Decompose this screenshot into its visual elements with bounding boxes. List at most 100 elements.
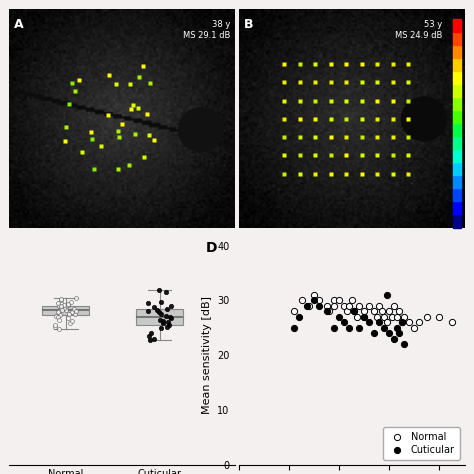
Normal: [386, 308, 393, 315]
Point: [63, 306, 70, 313]
Bar: [453, 137, 461, 149]
Normal: [351, 308, 358, 315]
Cuticular: [391, 335, 398, 343]
Normal: [343, 308, 351, 315]
Cuticular: [401, 340, 408, 348]
Point: [57, 300, 65, 307]
Normal: [330, 297, 338, 304]
Normal: [396, 308, 403, 315]
Point: [73, 294, 80, 301]
Normal: [381, 313, 388, 320]
Cuticular: [341, 319, 348, 326]
Point: [55, 316, 63, 323]
Point: [68, 309, 75, 316]
Point: [157, 324, 165, 332]
Point: [155, 309, 163, 316]
Bar: [453, 188, 461, 201]
Bar: [453, 71, 461, 84]
Text: 38 y
MS 29.1 dB: 38 y MS 29.1 dB: [183, 20, 230, 40]
Point: [60, 301, 68, 309]
Normal: [393, 313, 401, 320]
Normal: [401, 313, 408, 320]
Point: [55, 302, 63, 310]
Normal: [371, 308, 378, 315]
Normal: [341, 302, 348, 310]
Cuticular: [323, 308, 331, 315]
Point: [51, 321, 59, 329]
Point: [158, 310, 165, 318]
Normal: [378, 308, 386, 315]
Circle shape: [178, 108, 223, 152]
Normal: [375, 302, 383, 310]
Bar: [453, 45, 461, 58]
Bar: [453, 175, 461, 188]
Cuticular: [381, 324, 388, 332]
Circle shape: [401, 97, 447, 141]
Point: [57, 303, 65, 310]
Point: [61, 304, 68, 312]
Normal: [373, 313, 381, 320]
Normal: [326, 308, 333, 315]
Bar: [453, 201, 461, 215]
Cuticular: [396, 329, 403, 337]
Normal: [306, 302, 313, 310]
Cuticular: [365, 319, 373, 326]
Bar: [453, 163, 461, 175]
Normal: [323, 302, 331, 310]
Point: [62, 303, 69, 311]
Point: [163, 323, 171, 330]
Cuticular: [351, 308, 358, 315]
Cuticular: [316, 302, 323, 310]
Point: [163, 305, 171, 312]
Point: [166, 313, 174, 320]
Point: [56, 305, 64, 312]
Normal: [406, 319, 413, 326]
Point: [57, 296, 64, 303]
Point: [157, 298, 164, 305]
Point: [57, 304, 65, 311]
Normal: [348, 297, 356, 304]
Cuticular: [361, 313, 368, 320]
Bar: [453, 32, 461, 45]
Normal: [353, 313, 361, 320]
Point: [55, 325, 63, 333]
Point: [145, 308, 152, 315]
Point: [72, 310, 79, 318]
Point: [165, 321, 173, 329]
Cuticular: [356, 324, 363, 332]
Bar: [453, 84, 461, 97]
Normal: [336, 297, 343, 304]
Cuticular: [291, 324, 298, 332]
Point: [164, 319, 172, 326]
Cuticular: [346, 324, 353, 332]
Normal: [298, 297, 306, 304]
Point: [73, 308, 80, 315]
Bar: [453, 58, 461, 71]
Bar: [453, 123, 461, 137]
Point: [55, 308, 62, 316]
Point: [51, 323, 59, 330]
Normal: [310, 291, 318, 299]
Point: [66, 319, 74, 327]
Cuticular: [393, 324, 401, 332]
Normal: [365, 302, 373, 310]
Point: [154, 306, 161, 313]
Point: [54, 299, 62, 306]
Normal: [410, 324, 418, 332]
Point: [156, 316, 164, 323]
Bar: [453, 215, 461, 228]
Point: [64, 301, 72, 308]
Cuticular: [330, 324, 338, 332]
Normal: [398, 319, 406, 326]
Cuticular: [386, 329, 393, 337]
Point: [145, 332, 153, 340]
Point: [67, 298, 75, 305]
Normal: [436, 313, 443, 320]
Bar: [453, 19, 461, 32]
Normal: [423, 313, 431, 320]
Point: [70, 308, 78, 315]
PathPatch shape: [136, 309, 183, 325]
Text: D: D: [205, 241, 217, 255]
Bar: [453, 110, 461, 123]
Point: [159, 319, 166, 327]
